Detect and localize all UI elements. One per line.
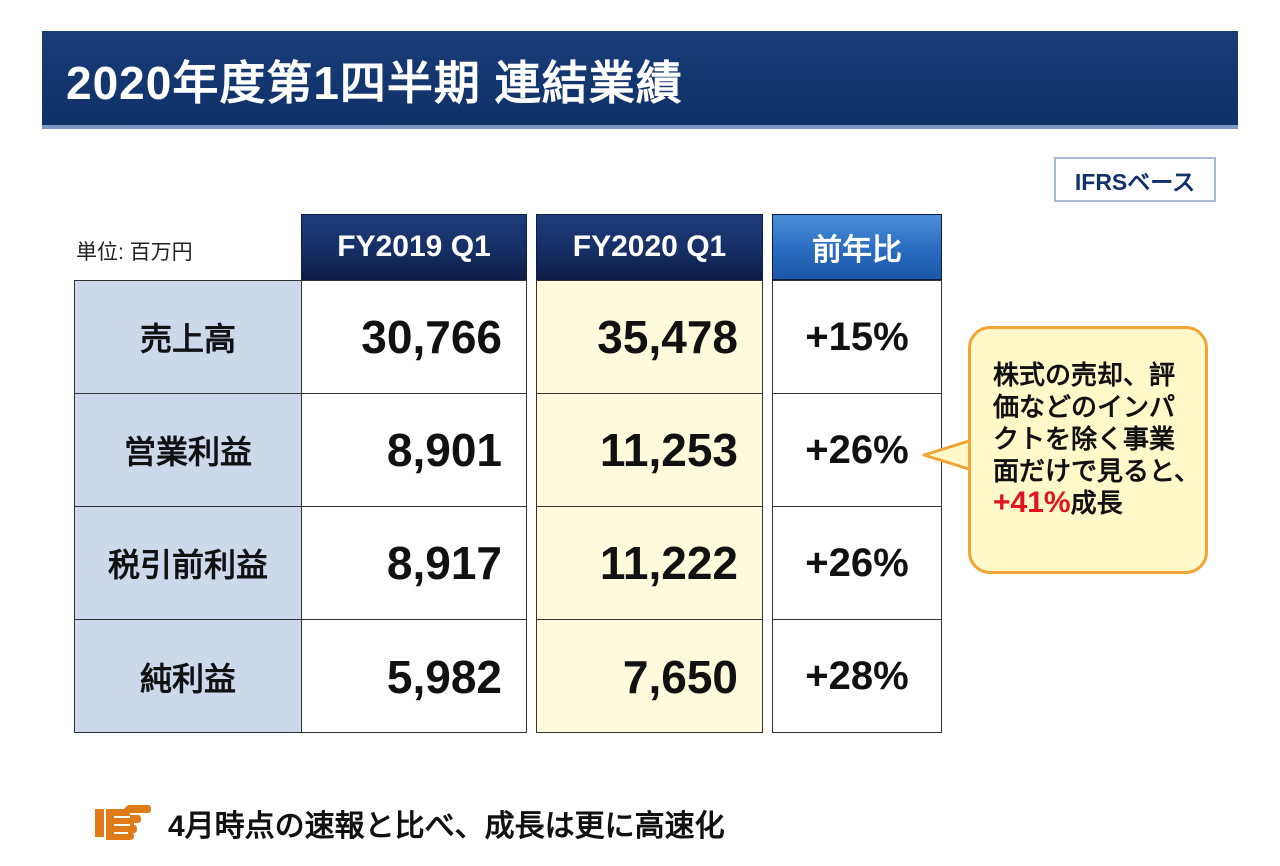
yoy-pretax-profit: +26%	[773, 507, 941, 620]
fy2019-revenue: 30,766	[302, 281, 526, 394]
fy2019-net-profit: 5,982	[386, 650, 502, 703]
fy2020-operating-profit: 11,253	[537, 394, 762, 507]
unit-label: 単位: 百万円	[76, 241, 193, 264]
fy2019-operating-profit: 8,901	[302, 394, 526, 507]
fy2020-revenue: 35,478	[537, 281, 762, 394]
callout-line: クトを除く事業	[993, 424, 1176, 454]
yoy-net-profit: +28%	[805, 654, 909, 698]
yoy-revenue: +15%	[773, 281, 941, 394]
yoy-column: +15% +26% +26% +28%	[772, 280, 942, 733]
callout-line: 価などのインパ	[993, 392, 1176, 422]
callout-line: 面だけで見ると、	[993, 456, 1200, 486]
title-bar: 2020年度第1四半期 連結業績	[42, 31, 1238, 129]
column-header-fy2020: FY2020 Q1	[536, 214, 763, 280]
page-title: 2020年度第1四半期 連結業績	[66, 57, 683, 109]
fy2019-column: 30,766 8,901 8,917 5,982	[301, 280, 527, 733]
row-label-operating-profit: 営業利益	[75, 394, 301, 507]
ifrs-basis-badge: IFRSベース	[1054, 157, 1216, 202]
fy2019-pretax-profit: 8,917	[302, 507, 526, 620]
fy2020-pretax-profit: 11,222	[537, 507, 762, 620]
row-label-pretax-profit: 税引前利益	[75, 507, 301, 620]
row-label-revenue: 売上高	[75, 281, 301, 394]
row-label-net-profit: 純利益	[139, 660, 236, 697]
fy2020-column: 35,478 11,253 11,222 7,650	[536, 280, 763, 733]
fy2020-net-profit: 7,650	[622, 650, 738, 703]
callout-growth-line: +41%成長	[993, 487, 1191, 519]
footer-text: 4月時点の速報と比べ、成長は更に高速化	[168, 810, 725, 843]
callout-highlight-value: +41%	[993, 486, 1071, 519]
yoy-operating-profit: +26%	[773, 394, 941, 507]
callout-box: 株式の売却、評 価などのインパ クトを除く事業 面だけで見ると、 +41%成長	[968, 326, 1208, 574]
row-labels-column: 売上高 営業利益 税引前利益 純利益	[74, 280, 302, 733]
column-header-yoy: 前年比	[772, 214, 942, 280]
footer-note: 4月時点の速報と比べ、成長は更に高速化	[94, 801, 725, 845]
pointing-hand-icon	[95, 805, 151, 840]
callout-growth-suffix: 成長	[1070, 488, 1123, 518]
callout-line: 株式の売却、評	[993, 360, 1176, 390]
column-header-fy2019: FY2019 Q1	[301, 214, 527, 280]
callout-pointer-icon	[922, 438, 972, 472]
